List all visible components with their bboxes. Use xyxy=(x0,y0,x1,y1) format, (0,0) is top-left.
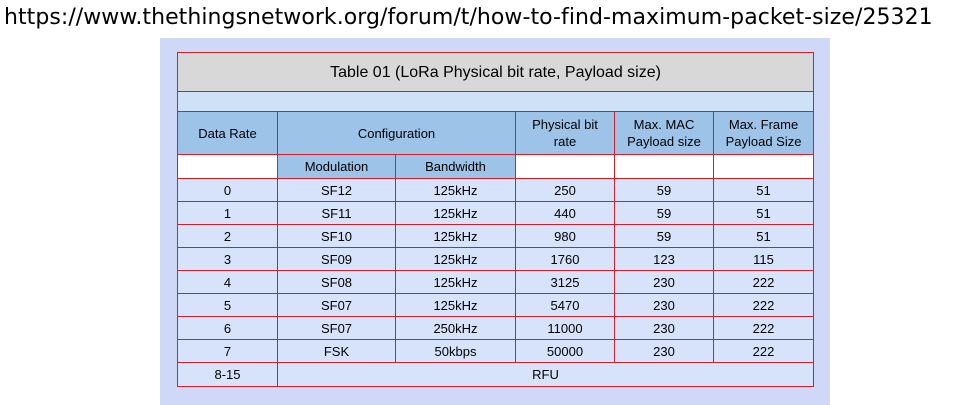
cell-data-rate: 5 xyxy=(177,293,278,317)
cell-physical-bit-rate: 440 xyxy=(515,201,615,225)
cell-data-rate: 2 xyxy=(177,224,278,248)
cell-data-rate: 6 xyxy=(177,316,278,340)
rfu-value: RFU xyxy=(276,362,815,387)
cell-modulation: FSK xyxy=(277,339,396,363)
subheader-empty xyxy=(712,154,815,179)
cell-physical-bit-rate: 250 xyxy=(515,178,615,202)
cell-bandwidth: 125kHz xyxy=(395,224,516,248)
cell-bandwidth: 125kHz xyxy=(395,270,516,294)
cell-modulation: SF08 xyxy=(277,270,396,294)
header-line: Payload Size xyxy=(725,134,802,149)
subheader-empty xyxy=(614,154,714,179)
cell-modulation: SF10 xyxy=(277,224,396,248)
cell-max-mac-payload: 123 xyxy=(614,247,714,271)
cell-max-mac-payload: 230 xyxy=(614,270,714,294)
header-line: rate xyxy=(553,134,577,149)
header-bandwidth: Bandwidth xyxy=(395,154,516,179)
cell-bandwidth: 250kHz xyxy=(395,316,516,340)
cell-max-frame-payload: 115 xyxy=(712,247,815,271)
spacer-row xyxy=(176,91,815,112)
cell-max-frame-payload: 222 xyxy=(712,316,815,340)
table-row: 6 SF07 250kHz 11000 230 222 xyxy=(177,316,815,340)
table-body: 0 SF12 125kHz 250 59 51 1 SF11 125kHz 440 59 51 2 SF1… xyxy=(177,178,815,363)
table-row: 4 SF08 125kHz 3125 230 222 xyxy=(177,270,815,294)
cell-max-mac-payload: 59 xyxy=(614,224,714,248)
table-row: 7 FSK 50kbps 50000 230 222 xyxy=(177,339,815,363)
cell-bandwidth: 125kHz xyxy=(395,201,516,225)
cell-max-mac-payload: 59 xyxy=(614,178,714,202)
cell-max-frame-payload: 51 xyxy=(712,178,815,202)
table-row: 1 SF11 125kHz 440 59 51 xyxy=(177,201,815,225)
rfu-data-rate: 8-15 xyxy=(177,362,278,387)
cell-physical-bit-rate: 5470 xyxy=(515,293,615,317)
header-physical-bit-rate: Physical bit rate xyxy=(515,111,615,155)
cell-data-rate: 4 xyxy=(177,270,278,294)
cell-physical-bit-rate: 11000 xyxy=(515,316,615,340)
header-line: Max. MAC xyxy=(633,117,695,132)
cell-modulation: SF09 xyxy=(277,247,396,271)
header-line: Payload size xyxy=(627,134,701,149)
cell-bandwidth: 50kbps xyxy=(395,339,516,363)
cell-bandwidth: 125kHz xyxy=(395,293,516,317)
header-modulation: Modulation xyxy=(277,154,396,179)
cell-max-mac-payload: 230 xyxy=(614,293,714,317)
header-data-rate: Data Rate xyxy=(177,111,278,155)
table-row: 5 SF07 125kHz 5470 230 222 xyxy=(177,293,815,317)
cell-data-rate: 3 xyxy=(177,247,278,271)
table-title: Table 01 (LoRa Physical bit rate, Payloa… xyxy=(176,52,815,92)
cell-physical-bit-rate: 1760 xyxy=(515,247,615,271)
cell-data-rate: 7 xyxy=(177,339,278,363)
subheader-empty xyxy=(177,154,278,179)
lora-bitrate-table: Table 01 (LoRa Physical bit rate, Payloa… xyxy=(176,52,815,387)
cell-data-rate: 0 xyxy=(177,178,278,202)
cell-modulation: SF07 xyxy=(277,293,396,317)
cell-modulation: SF11 xyxy=(277,201,396,225)
cell-physical-bit-rate: 50000 xyxy=(515,339,615,363)
cell-max-frame-payload: 222 xyxy=(712,270,815,294)
cell-max-frame-payload: 222 xyxy=(712,339,815,363)
cell-bandwidth: 125kHz xyxy=(395,178,516,202)
header-max-frame-payload: Max. Frame Payload Size xyxy=(712,111,815,155)
cell-max-frame-payload: 51 xyxy=(712,224,815,248)
table-row: 2 SF10 125kHz 980 59 51 xyxy=(177,224,815,248)
cell-physical-bit-rate: 980 xyxy=(515,224,615,248)
subheader-empty xyxy=(515,154,615,179)
cell-max-mac-payload: 59 xyxy=(614,201,714,225)
header-max-mac-payload: Max. MAC Payload size xyxy=(614,111,714,155)
cell-data-rate: 1 xyxy=(177,201,278,225)
header-configuration: Configuration xyxy=(277,111,516,155)
table-row: 3 SF09 125kHz 1760 123 115 xyxy=(177,247,815,271)
table-row: 0 SF12 125kHz 250 59 51 xyxy=(177,178,815,202)
cell-bandwidth: 125kHz xyxy=(395,247,516,271)
cell-max-frame-payload: 51 xyxy=(712,201,815,225)
header-line: Max. Frame xyxy=(728,117,799,132)
cell-modulation: SF12 xyxy=(277,178,396,202)
page-url: https://www.thethingsnetwork.org/forum/t… xyxy=(4,5,933,30)
cell-modulation: SF07 xyxy=(277,316,396,340)
cell-max-mac-payload: 230 xyxy=(614,339,714,363)
cell-max-mac-payload: 230 xyxy=(614,316,714,340)
cell-max-frame-payload: 222 xyxy=(712,293,815,317)
cell-physical-bit-rate: 3125 xyxy=(515,270,615,294)
header-line: Physical bit xyxy=(532,117,598,132)
